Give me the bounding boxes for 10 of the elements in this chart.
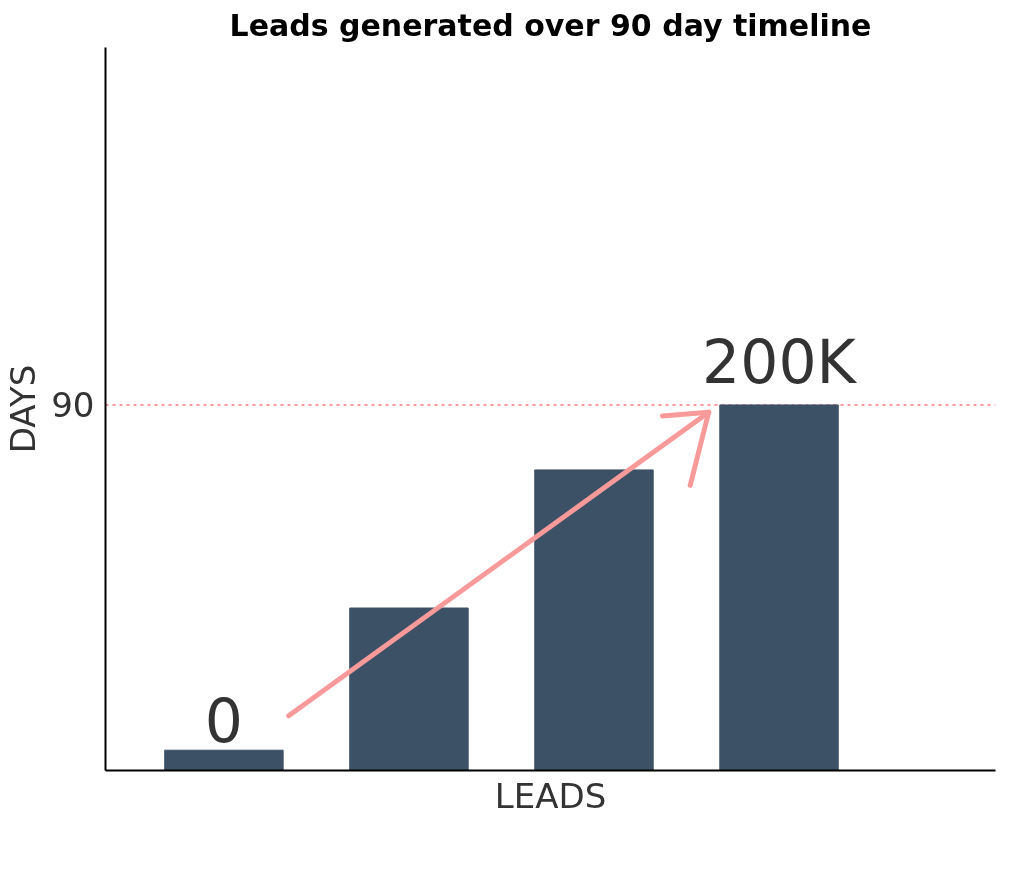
annotation: 0 — [204, 686, 244, 757]
chart-title: Leads generated over 90 day timeline — [229, 7, 872, 43]
bar — [719, 404, 839, 771]
bar — [349, 607, 469, 771]
annotation: 200K — [702, 326, 858, 397]
bar — [534, 469, 654, 771]
x-axis-title: LEADS — [494, 775, 607, 816]
y-tick-label: 90 — [51, 385, 95, 426]
bar — [164, 749, 284, 771]
y-axis-title: DAYS — [3, 364, 44, 454]
